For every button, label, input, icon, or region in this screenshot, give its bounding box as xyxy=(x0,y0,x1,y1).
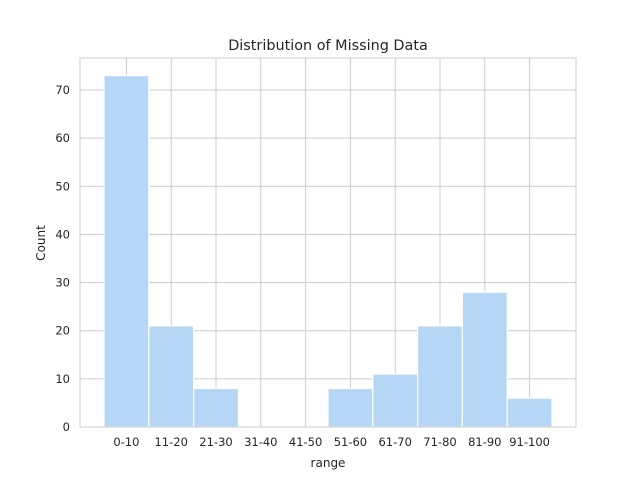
x-ticks: 0-10 11-20 21-30 31-40 41-50 51-60 61-70 71-80 8… xyxy=(113,435,550,449)
x-tick-label: 21-30 xyxy=(199,435,232,449)
bar-81-90 xyxy=(461,291,508,428)
bar-21-30 xyxy=(193,387,240,428)
bar-91-100 xyxy=(506,397,553,428)
x-axis-label: range xyxy=(311,456,346,470)
y-tick-label: 50 xyxy=(55,179,70,193)
grid xyxy=(80,58,576,428)
x-tick-label: 0-10 xyxy=(113,435,139,449)
x-tick-label: 41-50 xyxy=(289,435,322,449)
y-tick-label: 70 xyxy=(55,83,70,97)
y-axis-label: Count xyxy=(34,225,48,261)
x-tick-label: 31-40 xyxy=(244,435,277,449)
y-tick-label: 20 xyxy=(55,324,70,338)
bar-0-10 xyxy=(103,74,150,428)
bar-71-80 xyxy=(417,325,464,428)
bar-11-20 xyxy=(148,325,195,428)
x-tick-label: 61-70 xyxy=(378,435,411,449)
chart-title: Distribution of Missing Data xyxy=(228,38,428,54)
y-tick-label: 30 xyxy=(55,276,70,290)
y-tick-label: 10 xyxy=(55,372,70,386)
x-tick-label: 71-80 xyxy=(423,435,456,449)
y-tick-label: 40 xyxy=(55,227,70,241)
bars xyxy=(103,74,553,428)
y-ticks: 0 10 20 30 40 50 60 70 xyxy=(55,83,70,434)
x-tick-label: 51-60 xyxy=(334,435,367,449)
x-tick-label: 11-20 xyxy=(154,435,187,449)
x-tick-label: 81-90 xyxy=(468,435,501,449)
bar-51-60 xyxy=(327,387,374,428)
x-tick-label: 91-100 xyxy=(509,435,550,449)
y-tick-label: 0 xyxy=(63,420,70,434)
y-tick-label: 60 xyxy=(55,131,70,145)
bar-61-70 xyxy=(372,373,419,428)
plot-frame xyxy=(79,57,577,428)
